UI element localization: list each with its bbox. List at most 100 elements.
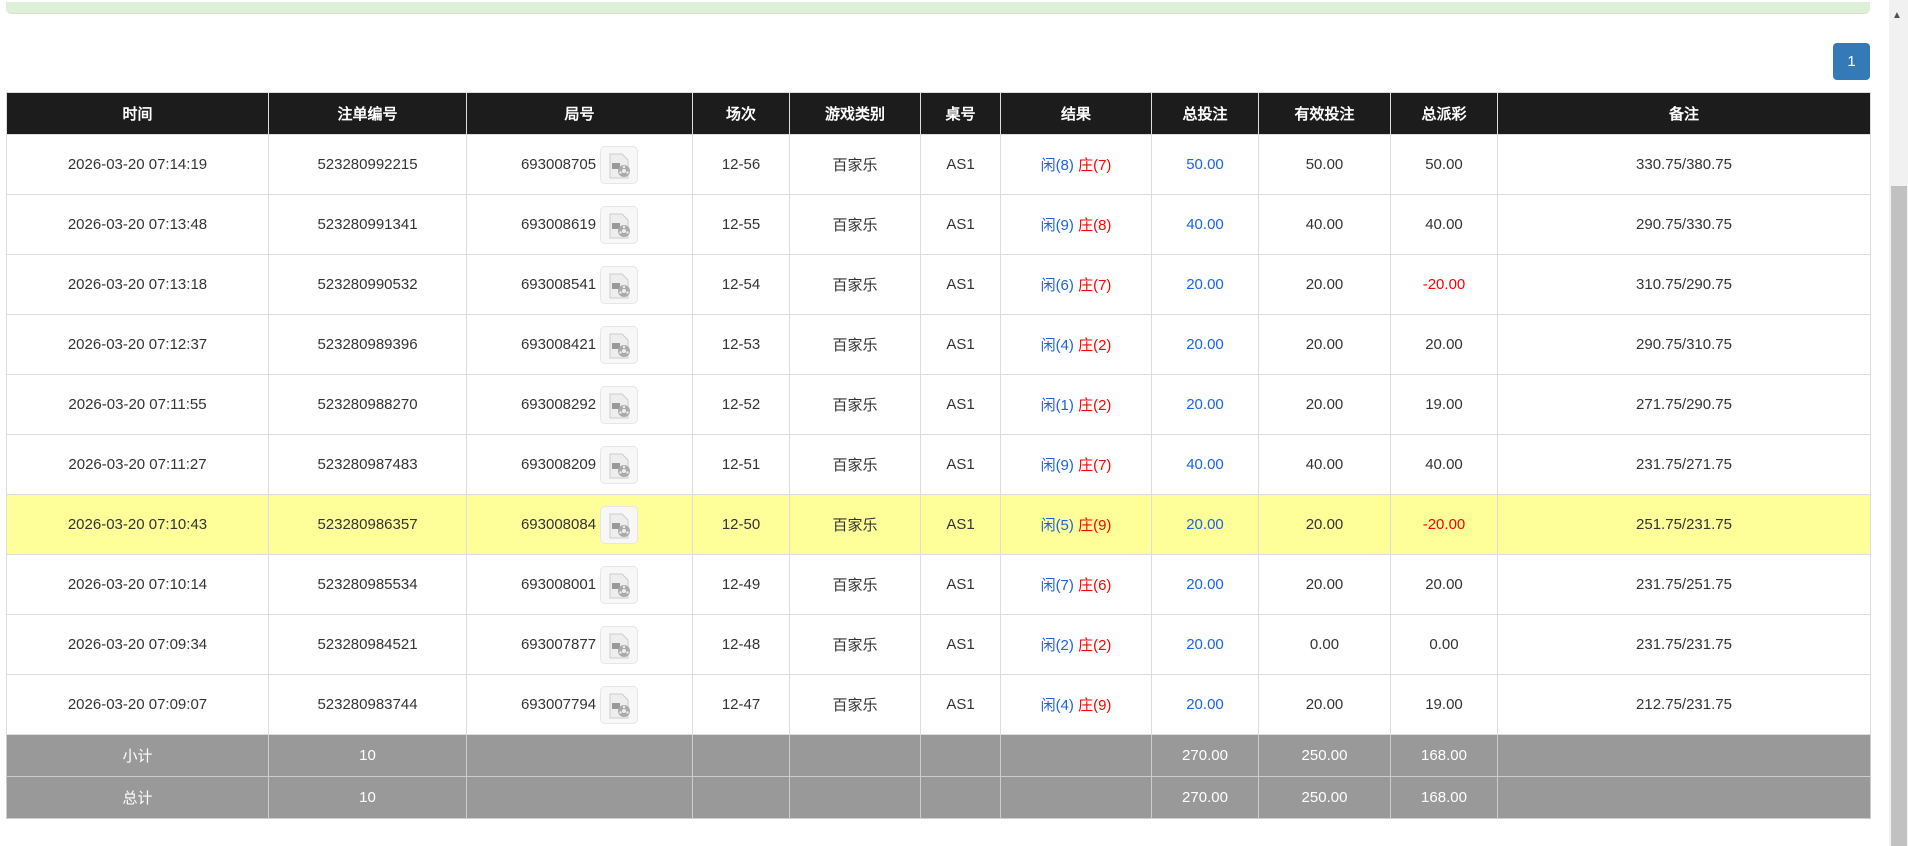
bet-id-cell: 523280986357 — [268, 494, 467, 555]
table-row: 2026-03-20 07:10:43 523280986357 6930080… — [6, 494, 1871, 555]
valid-bet-cell: 20.00 — [1258, 674, 1391, 735]
table-row: 2026-03-20 07:14:19 523280992215 6930087… — [6, 134, 1871, 195]
table-cell: AS1 — [920, 254, 1001, 315]
column-header: 总派彩 — [1390, 92, 1498, 135]
banker-result: 庄(2) — [1078, 397, 1112, 414]
round-cell: 693008705 — [466, 134, 693, 195]
result-cell: 闲(4) 庄(2) — [1000, 314, 1152, 375]
video-replay-icon[interactable] — [600, 325, 639, 364]
banker-result: 庄(2) — [1078, 337, 1112, 354]
alert-bar — [6, 2, 1870, 14]
table-row: 2026-03-20 07:11:55 523280988270 6930082… — [6, 374, 1871, 435]
game-cell: 百家乐 — [789, 314, 921, 375]
table-cell: AS1 — [920, 674, 1001, 735]
bet-id-cell: 523280989396 — [268, 314, 467, 375]
time-cell: 2026-03-20 07:09:34 — [6, 614, 269, 675]
note-cell: 212.75/231.75 — [1497, 674, 1871, 735]
time-cell: 2026-03-20 07:10:43 — [6, 494, 269, 555]
banker-result: 庄(9) — [1078, 517, 1112, 534]
note-cell: 231.75/271.75 — [1497, 434, 1871, 495]
session-cell: 12-51 — [692, 434, 790, 495]
player-result: 闲(1) — [1040, 397, 1074, 414]
column-header: 局号 — [466, 92, 693, 135]
total-bet-cell: 20.00 — [1151, 374, 1259, 435]
valid-bet-cell: 40.00 — [1258, 434, 1391, 495]
player-result: 闲(4) — [1040, 337, 1074, 354]
summary-label: 总计 — [6, 776, 269, 819]
video-replay-icon[interactable] — [600, 565, 639, 604]
session-cell: 12-55 — [692, 194, 790, 255]
table-row: 2026-03-20 07:09:07 523280983744 6930077… — [6, 674, 1871, 735]
table-cell: AS1 — [920, 134, 1001, 195]
result-cell: 闲(5) 庄(9) — [1000, 494, 1152, 555]
payout-cell: -20.00 — [1390, 254, 1498, 315]
game-cell: 百家乐 — [789, 194, 921, 255]
round-number: 693007877 — [520, 635, 597, 653]
banker-result: 庄(6) — [1078, 577, 1112, 594]
table-row: 2026-03-20 07:13:48 523280991341 6930086… — [6, 194, 1871, 255]
bet-id-cell: 523280990532 — [268, 254, 467, 315]
column-header: 有效投注 — [1258, 92, 1391, 135]
bet-id-cell: 523280992215 — [268, 134, 467, 195]
session-cell: 12-54 — [692, 254, 790, 315]
total-bet-cell: 20.00 — [1151, 314, 1259, 375]
valid-bet-cell: 50.00 — [1258, 134, 1391, 195]
video-replay-icon[interactable] — [600, 265, 639, 304]
time-cell: 2026-03-20 07:13:18 — [6, 254, 269, 315]
summary-valid: 250.00 — [1258, 734, 1391, 777]
video-replay-icon[interactable] — [600, 505, 639, 544]
video-replay-icon[interactable] — [600, 685, 639, 724]
banker-result: 庄(7) — [1078, 157, 1112, 174]
round-cell: 693008421 — [466, 314, 693, 375]
page-1-button[interactable]: 1 — [1833, 43, 1870, 80]
table-cell: AS1 — [920, 374, 1001, 435]
player-result: 闲(5) — [1040, 517, 1074, 534]
payout-cell: 20.00 — [1390, 314, 1498, 375]
note-cell: 290.75/330.75 — [1497, 194, 1871, 255]
video-replay-icon[interactable] — [600, 445, 639, 484]
result-cell: 闲(4) 庄(9) — [1000, 674, 1152, 735]
result-cell: 闲(7) 庄(6) — [1000, 554, 1152, 615]
time-cell: 2026-03-20 07:10:14 — [6, 554, 269, 615]
bet-id-cell: 523280984521 — [268, 614, 467, 675]
scrollbar-thumb[interactable] — [1891, 186, 1907, 846]
column-header: 总投注 — [1151, 92, 1259, 135]
round-number: 693008209 — [520, 455, 597, 473]
round-number: 693008705 — [520, 155, 597, 173]
round-cell: 693007877 — [466, 614, 693, 675]
banker-result: 庄(9) — [1078, 697, 1112, 714]
summary-payout: 168.00 — [1390, 734, 1498, 777]
session-cell: 12-53 — [692, 314, 790, 375]
table-row: 2026-03-20 07:09:34 523280984521 6930078… — [6, 614, 1871, 675]
video-replay-icon[interactable] — [600, 145, 639, 184]
time-cell: 2026-03-20 07:13:48 — [6, 194, 269, 255]
round-cell: 693008619 — [466, 194, 693, 255]
scroll-up-icon[interactable]: ▲ — [1892, 10, 1902, 21]
table-row: 2026-03-20 07:11:27 523280987483 6930082… — [6, 434, 1871, 495]
table-cell: AS1 — [920, 194, 1001, 255]
video-replay-icon[interactable] — [600, 205, 639, 244]
game-cell: 百家乐 — [789, 554, 921, 615]
round-cell: 693008292 — [466, 374, 693, 435]
video-replay-icon[interactable] — [600, 385, 639, 424]
summary-count: 10 — [268, 776, 467, 819]
valid-bet-cell: 20.00 — [1258, 314, 1391, 375]
summary-row: 小计 10 270.00 250.00 168.00 — [6, 734, 1871, 777]
total-bet-cell: 40.00 — [1151, 194, 1259, 255]
note-cell: 271.75/290.75 — [1497, 374, 1871, 435]
round-number: 693008001 — [520, 575, 597, 593]
summary-row: 总计 10 270.00 250.00 168.00 — [6, 776, 1871, 819]
valid-bet-cell: 20.00 — [1258, 374, 1391, 435]
round-number: 693008421 — [520, 335, 597, 353]
game-cell: 百家乐 — [789, 374, 921, 435]
payout-cell: -20.00 — [1390, 494, 1498, 555]
session-cell: 12-56 — [692, 134, 790, 195]
table-cell: AS1 — [920, 494, 1001, 555]
note-cell: 231.75/231.75 — [1497, 614, 1871, 675]
banker-result: 庄(2) — [1078, 637, 1112, 654]
payout-cell: 0.00 — [1390, 614, 1498, 675]
summary-total: 270.00 — [1151, 734, 1259, 777]
video-replay-icon[interactable] — [600, 625, 639, 664]
note-cell: 251.75/231.75 — [1497, 494, 1871, 555]
round-cell: 693008209 — [466, 434, 693, 495]
